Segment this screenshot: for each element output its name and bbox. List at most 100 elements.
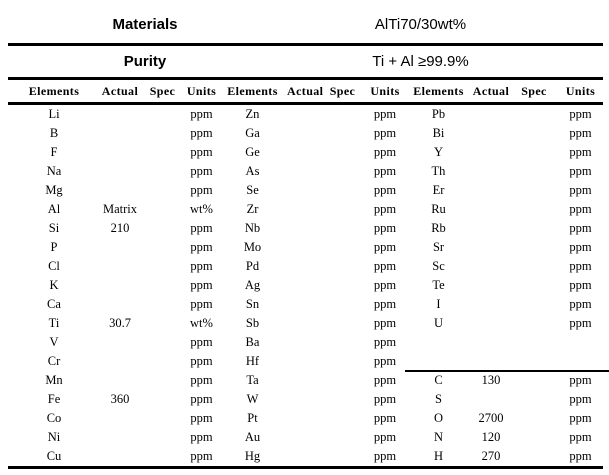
units-cell-group-1: ppm: [190, 144, 213, 159]
materials-row: Materials AlTi70/30wt%: [0, 0, 609, 43]
actual-cell-group-2: [287, 371, 320, 390]
units-cell-group-1: ppm: [190, 277, 213, 292]
units-cell-group-1: ppm: [190, 334, 213, 349]
table-row: Cl ppm Pd ppm Sc ppm: [8, 257, 603, 276]
units-cell-group-2: ppm: [373, 372, 397, 387]
units-cell-group-1: ppm: [190, 410, 213, 425]
spec-cell-group-3: [510, 371, 558, 390]
table-row: Li ppm Zn ppm Pb ppm: [8, 105, 603, 124]
element-cell-group-3: S: [435, 391, 442, 406]
units-cell-group-2: ppm: [373, 144, 397, 159]
spec-cell-group-2: [320, 390, 365, 409]
element-cell-group-2: Se: [246, 182, 259, 197]
element-cell-group-2: Sb: [245, 315, 260, 330]
column-header-elements-g2: Elements: [227, 83, 278, 98]
units-cell-group-3: ppm: [569, 315, 592, 330]
actual-cell-group-1: [100, 428, 140, 447]
spec-cell-group-2: [320, 200, 365, 219]
actual-cell-group-1: [100, 276, 140, 295]
element-cell-group-2: W: [246, 391, 259, 406]
purity-label: Purity: [123, 53, 167, 70]
actual-cell-group-2: [287, 352, 320, 371]
units-cell-group-2: ppm: [373, 106, 397, 121]
element-cell-group-3: Rb: [431, 220, 446, 235]
element-cell-group-3: I: [436, 296, 441, 311]
table-row: Mg ppm Se ppm Er ppm: [8, 181, 603, 200]
units-cell-group-3: ppm: [569, 372, 592, 387]
column-header-units-g1: Units: [186, 83, 217, 98]
spec-cell-group-2: [320, 295, 365, 314]
spec-cell-group-1: [140, 276, 185, 295]
actual-cell-group-1: [100, 124, 140, 143]
column-header-elements-g3: Elements: [413, 83, 464, 98]
element-cell-group-3: Sr: [432, 239, 445, 254]
units-cell-group-1: wt%: [190, 315, 213, 330]
units-cell-group-3: ppm: [569, 182, 592, 197]
column-header-spec-g3: Spec: [521, 83, 547, 98]
element-cell-group-2: Mo: [243, 239, 262, 254]
actual-cell-group-1: [100, 162, 140, 181]
rule-under-column-headers: [8, 102, 603, 105]
actual-cell-group-2: [287, 428, 320, 447]
actual-cell-group-2: [287, 409, 320, 428]
element-cell-group-2: Sn: [245, 296, 260, 311]
actual-cell-group-3: [472, 105, 510, 124]
column-header-actual-g3: Actual: [472, 83, 510, 98]
actual-cell-group-3: [472, 200, 510, 219]
units-cell-group-3: ppm: [569, 163, 592, 178]
actual-cell-group-1: [100, 447, 140, 466]
actual-cell-group-3: 2700: [478, 410, 504, 425]
spec-cell-group-1: [140, 314, 185, 333]
spec-cell-group-2: [320, 314, 365, 333]
element-cell-group-3: Th: [431, 163, 446, 178]
element-cell-group-3: [405, 352, 472, 371]
spec-cell-group-2: [320, 257, 365, 276]
spec-cell-group-2: [320, 124, 365, 143]
spec-cell-group-1: [140, 162, 185, 181]
element-cell-group-3: Sc: [432, 258, 445, 273]
actual-cell-group-2: [287, 295, 320, 314]
actual-cell-group-2: [287, 238, 320, 257]
spec-cell-group-2: [320, 447, 365, 466]
spec-cell-group-3: [510, 295, 558, 314]
spec-cell-group-1: [140, 333, 185, 352]
element-cell-group-3: Pb: [431, 106, 446, 121]
element-cell-group-2: Ag: [244, 277, 261, 292]
element-cell-group-2: Ge: [245, 144, 260, 159]
units-cell-group-3: ppm: [569, 277, 592, 292]
units-cell-group-1: ppm: [190, 372, 213, 387]
element-cell-group-2: Ba: [245, 334, 260, 349]
actual-cell-group-3: [472, 219, 510, 238]
element-cell-group-3: U: [433, 315, 444, 330]
spec-cell-group-3: [510, 200, 558, 219]
units-cell-group-1: ppm: [190, 239, 213, 254]
units-cell-group-2: ppm: [373, 315, 397, 330]
element-cell-group-1: Mn: [45, 372, 63, 387]
units-cell-group-2: ppm: [373, 163, 397, 178]
units-cell-group-2: ppm: [373, 182, 397, 197]
spec-cell-group-3: [510, 219, 558, 238]
units-cell-group-3: ppm: [569, 201, 592, 216]
table-row: Ni ppm Au ppm N 120 ppm: [8, 428, 603, 447]
units-cell-group-2: ppm: [373, 391, 397, 406]
spec-cell-group-3: [510, 447, 558, 466]
actual-cell-group-2: [287, 257, 320, 276]
actual-cell-group-3: [472, 257, 510, 276]
spec-cell-group-2: [320, 333, 365, 352]
column-header-elements-g1: Elements: [28, 83, 80, 98]
element-cell-group-1: P: [50, 239, 58, 254]
units-cell-group-1: ppm: [190, 163, 213, 178]
actual-cell-group-1: 30.7: [109, 315, 131, 330]
units-cell-group-3: ppm: [569, 220, 592, 235]
element-cell-group-3: Bi: [432, 125, 445, 140]
units-cell-group-3: ppm: [569, 258, 592, 273]
spec-cell-group-3: [510, 124, 558, 143]
spec-cell-group-2: [320, 143, 365, 162]
actual-cell-group-3: [472, 390, 510, 409]
spec-cell-group-3: [510, 314, 558, 333]
actual-cell-group-3: [472, 124, 510, 143]
